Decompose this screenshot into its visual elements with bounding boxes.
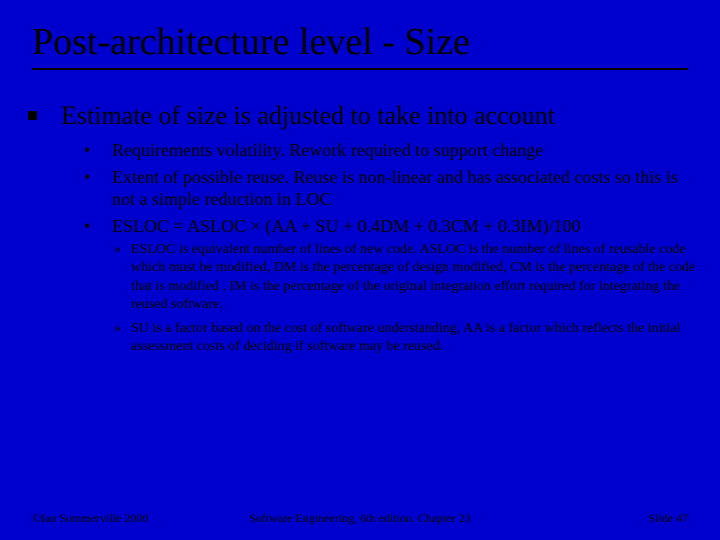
- bullet-level-3: » SU is a factor based on the cost of so…: [114, 320, 696, 356]
- level2-text: Requirements volatility. Rework required…: [112, 139, 543, 162]
- bullet-level-2: • ESLOC = ASLOC × (AA + SU + 0.4DM + 0.3…: [84, 215, 696, 238]
- bullet-level-2: • Extent of possible reuse. Reuse is non…: [84, 166, 696, 211]
- level3-list: » ESLOC is equivalent number of lines of…: [114, 241, 696, 356]
- dot-bullet-icon: •: [84, 166, 94, 189]
- slide-body: Estimate of size is adjusted to take int…: [28, 100, 696, 362]
- level3-text: ESLOC is equivalent number of lines of n…: [131, 241, 696, 314]
- arrow-bullet-icon: »: [114, 241, 121, 259]
- bullet-level-2: • Requirements volatility. Rework requir…: [84, 139, 696, 162]
- level2-list: • Requirements volatility. Rework requir…: [84, 139, 696, 356]
- level2-text: Extent of possible reuse. Reuse is non-l…: [112, 166, 696, 211]
- slide-footer: ©Ian Sommerville 2000 Software Engineeri…: [32, 511, 688, 526]
- slide-title: Post-architecture level - Size: [32, 22, 688, 70]
- level2-text: ESLOC = ASLOC × (AA + SU + 0.4DM + 0.3CM…: [112, 215, 580, 238]
- arrow-bullet-icon: »: [114, 320, 121, 338]
- dot-bullet-icon: •: [84, 215, 94, 238]
- slide: Post-architecture level - Size Estimate …: [0, 0, 720, 540]
- dot-bullet-icon: •: [84, 139, 94, 162]
- bullet-level-3: » ESLOC is equivalent number of lines of…: [114, 241, 696, 314]
- square-bullet-icon: [28, 111, 37, 120]
- level1-text: Estimate of size is adjusted to take int…: [61, 100, 555, 131]
- footer-center: Software Engineering, 6th edition. Chapt…: [32, 511, 688, 526]
- level3-text: SU is a factor based on the cost of soft…: [131, 320, 696, 356]
- bullet-level-1: Estimate of size is adjusted to take int…: [28, 100, 696, 131]
